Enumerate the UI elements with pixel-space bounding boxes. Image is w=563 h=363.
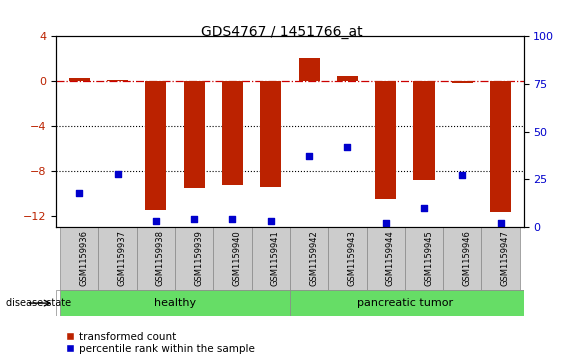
Bar xyxy=(260,81,282,187)
Point xyxy=(496,220,505,226)
Bar xyxy=(490,81,511,212)
Text: GSM1159947: GSM1159947 xyxy=(501,230,510,286)
Bar xyxy=(184,81,205,188)
Bar xyxy=(367,227,405,290)
Point xyxy=(343,144,352,150)
Text: disease state: disease state xyxy=(6,298,71,308)
Bar xyxy=(375,81,396,199)
Point xyxy=(113,171,122,176)
Bar xyxy=(107,80,128,81)
Bar xyxy=(69,78,90,81)
Bar xyxy=(481,227,520,290)
Bar xyxy=(252,227,290,290)
Bar xyxy=(337,76,358,81)
Bar xyxy=(328,227,367,290)
Bar xyxy=(290,290,539,316)
Text: GSM1159945: GSM1159945 xyxy=(424,230,433,286)
Legend: transformed count, percentile rank within the sample: transformed count, percentile rank withi… xyxy=(61,327,259,358)
Bar xyxy=(213,227,252,290)
Bar xyxy=(290,227,328,290)
Text: GSM1159943: GSM1159943 xyxy=(347,230,356,286)
Point xyxy=(151,218,160,224)
Bar xyxy=(60,227,99,290)
Bar xyxy=(175,227,213,290)
Point xyxy=(305,154,314,159)
Text: GSM1159946: GSM1159946 xyxy=(462,230,471,286)
Point xyxy=(419,205,428,211)
Text: GDS4767 / 1451766_at: GDS4767 / 1451766_at xyxy=(200,25,363,40)
Bar xyxy=(99,227,137,290)
Text: healthy: healthy xyxy=(154,298,196,308)
Bar xyxy=(60,290,290,316)
Point xyxy=(228,216,237,222)
Point xyxy=(458,172,467,178)
Point xyxy=(266,218,275,224)
Bar xyxy=(298,58,320,81)
Text: GSM1159937: GSM1159937 xyxy=(118,230,127,286)
Bar xyxy=(443,227,481,290)
Bar xyxy=(145,81,167,210)
Bar xyxy=(413,81,435,180)
Text: GSM1159938: GSM1159938 xyxy=(156,230,165,286)
Text: GSM1159942: GSM1159942 xyxy=(309,230,318,286)
Text: GSM1159944: GSM1159944 xyxy=(386,230,395,286)
Bar xyxy=(405,227,443,290)
Point xyxy=(381,220,390,226)
Text: GSM1159939: GSM1159939 xyxy=(194,230,203,286)
Point xyxy=(190,216,199,222)
Text: GSM1159940: GSM1159940 xyxy=(233,230,242,286)
Text: pancreatic tumor: pancreatic tumor xyxy=(357,298,453,308)
Bar xyxy=(222,81,243,185)
Point xyxy=(75,189,84,195)
Text: GSM1159936: GSM1159936 xyxy=(79,230,88,286)
Text: GSM1159941: GSM1159941 xyxy=(271,230,280,286)
Bar xyxy=(137,227,175,290)
Bar xyxy=(452,81,473,83)
